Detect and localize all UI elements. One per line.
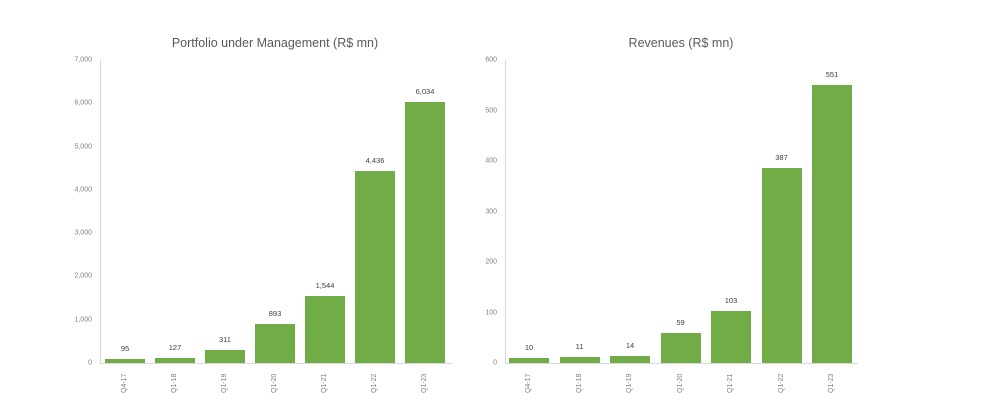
y-tick-label: 2,000: [74, 272, 92, 280]
y-tick-label: 4,000: [74, 186, 92, 194]
bar: [610, 355, 650, 363]
y-tick-label: 1,000: [74, 316, 92, 324]
data-label: 6,034: [415, 86, 435, 96]
y-axis: [100, 60, 101, 363]
data-label: 387: [775, 152, 788, 162]
y-tick-label: 500: [485, 107, 497, 114]
bar: [205, 349, 245, 363]
x-tick-label: Q1-22: [371, 373, 378, 393]
bar: [509, 357, 549, 363]
data-label: 11: [575, 342, 584, 352]
x-tick-label: Q1-23: [828, 373, 835, 393]
data-label: 10: [524, 342, 534, 352]
y-tick-label: 400: [485, 157, 497, 165]
data-label: 103: [724, 295, 738, 305]
x-tick-label: Q1-22: [777, 373, 785, 393]
x-tick-label: Q1-19: [221, 373, 228, 393]
data-label: 59: [676, 318, 685, 328]
chart-title: Portfolio under Management (R$ mn): [171, 36, 379, 50]
bar: [155, 357, 195, 363]
x-axis: [100, 363, 452, 364]
data-label: 893: [268, 309, 282, 319]
x-tick-label: Q1-18: [171, 373, 178, 393]
data-label: 127: [168, 342, 182, 352]
data-label: 311: [219, 334, 231, 344]
data-label: 4,436: [365, 155, 385, 165]
chart-title: Revenues (R$ mn): [628, 36, 734, 50]
bar: [711, 310, 751, 363]
x-axis: [505, 363, 858, 364]
data-label: 95: [120, 343, 130, 353]
y-tick-label: 3,000: [74, 229, 92, 237]
bar: [660, 333, 701, 363]
x-tick-label: Q1-20: [271, 373, 278, 393]
x-tick-label: Q1-21: [321, 373, 328, 393]
x-tick-label: Q4-17: [121, 373, 128, 393]
y-tick-label: 300: [485, 208, 497, 215]
y-tick-label: 100: [485, 309, 497, 316]
x-tick-label: Q1-21: [727, 373, 734, 393]
bar: [105, 358, 145, 363]
bar: [405, 101, 445, 363]
x-tick-label: Q1-23: [421, 373, 428, 393]
y-tick-label: 0: [88, 359, 92, 367]
bar: [355, 170, 395, 363]
x-tick-label: Q1-19: [626, 373, 633, 393]
bar: [559, 357, 600, 363]
data-label: 14: [625, 340, 635, 350]
y-axis: [505, 60, 506, 363]
y-tick-label: 600: [485, 56, 497, 64]
bar: [761, 167, 802, 363]
y-tick-label: 7,000: [74, 56, 92, 64]
bar: [255, 324, 295, 363]
y-tick-label: 6,000: [74, 99, 92, 107]
y-tick-label: 0: [493, 359, 497, 367]
x-tick-label: Q4-17: [525, 373, 532, 393]
bar: [305, 296, 345, 363]
data-label: 1,544: [315, 281, 335, 291]
x-tick-label: Q1-18: [575, 373, 583, 393]
x-tick-label: Q1-20: [676, 373, 684, 393]
y-tick-label: 200: [485, 258, 497, 266]
data-label: 551: [825, 69, 839, 79]
bar: [812, 84, 852, 363]
y-tick-label: 5,000: [74, 143, 92, 151]
